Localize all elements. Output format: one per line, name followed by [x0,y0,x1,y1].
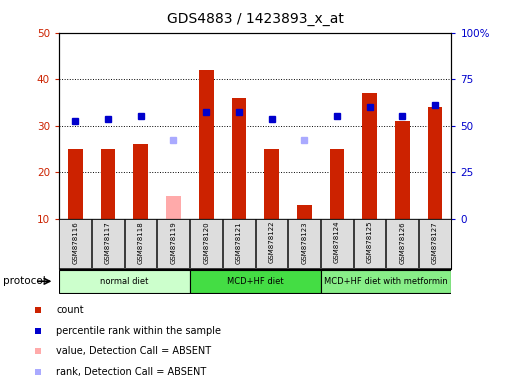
Text: GSM878117: GSM878117 [105,221,111,264]
Bar [362,93,377,219]
FancyBboxPatch shape [125,219,156,268]
Bar [395,121,410,219]
Bar [330,149,344,219]
Text: GSM878121: GSM878121 [236,221,242,263]
FancyBboxPatch shape [321,270,451,293]
Text: protocol: protocol [3,276,45,286]
FancyBboxPatch shape [59,270,190,293]
Bar [428,107,442,219]
FancyBboxPatch shape [157,219,189,268]
Bar [297,205,311,219]
Text: normal diet: normal diet [100,277,149,286]
FancyBboxPatch shape [223,219,254,268]
Text: rank, Detection Call = ABSENT: rank, Detection Call = ABSENT [56,367,207,377]
FancyBboxPatch shape [190,270,321,293]
Bar [101,149,115,219]
Text: value, Detection Call = ABSENT: value, Detection Call = ABSENT [56,346,211,356]
FancyBboxPatch shape [386,219,418,268]
Text: GSM878116: GSM878116 [72,221,78,264]
FancyBboxPatch shape [92,219,124,268]
Text: GSM878126: GSM878126 [400,221,405,263]
FancyBboxPatch shape [419,219,451,268]
FancyBboxPatch shape [288,219,320,268]
FancyBboxPatch shape [353,219,385,268]
Text: GSM878120: GSM878120 [203,221,209,263]
Bar [231,98,246,219]
Text: MCD+HF diet: MCD+HF diet [227,277,284,286]
Bar [133,144,148,219]
Text: GSM878118: GSM878118 [138,221,144,264]
Text: percentile rank within the sample: percentile rank within the sample [56,326,221,336]
FancyBboxPatch shape [59,219,451,269]
Text: GSM878122: GSM878122 [269,221,274,263]
Text: GDS4883 / 1423893_x_at: GDS4883 / 1423893_x_at [167,12,344,25]
Text: GSM878124: GSM878124 [334,221,340,263]
Bar [166,195,181,219]
Text: MCD+HF diet with metformin: MCD+HF diet with metformin [324,277,448,286]
Bar [68,149,83,219]
FancyBboxPatch shape [321,219,352,268]
FancyBboxPatch shape [60,219,91,268]
Text: count: count [56,305,84,315]
Text: GSM878123: GSM878123 [301,221,307,263]
FancyBboxPatch shape [190,219,222,268]
FancyBboxPatch shape [255,219,287,268]
Text: GSM878127: GSM878127 [432,221,438,263]
Text: GSM878119: GSM878119 [170,221,176,264]
Bar [264,149,279,219]
Bar [199,70,213,219]
Text: GSM878125: GSM878125 [367,221,372,263]
